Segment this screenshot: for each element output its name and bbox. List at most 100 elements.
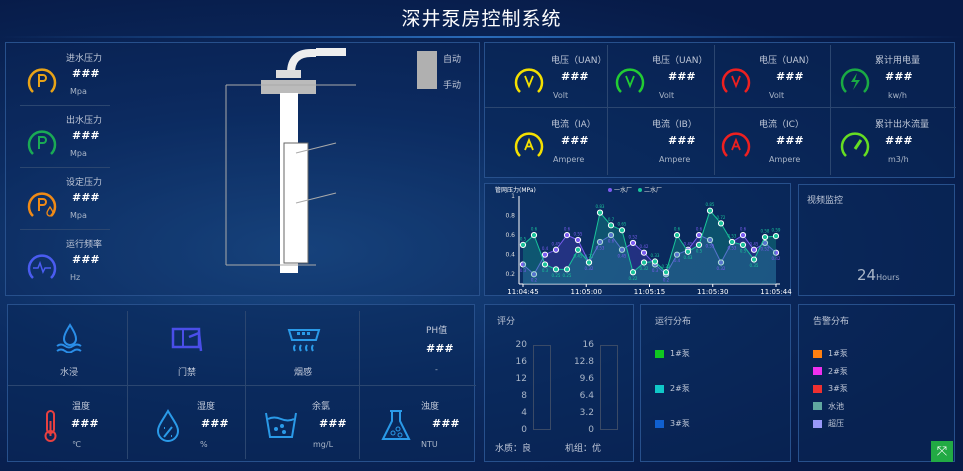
score-tick: 16	[515, 357, 527, 367]
electric-unit: Ampere	[659, 155, 691, 164]
sensor-unit: mg/L	[313, 440, 334, 449]
data-label: 0.45	[552, 241, 561, 246]
legend-label: 2#泵	[828, 366, 848, 376]
legend-label: 1#泵	[670, 349, 690, 358]
data-label: 0.32	[585, 254, 594, 259]
data-label: 0.5	[696, 248, 703, 253]
data-point	[750, 256, 758, 263]
score-tick: 16	[582, 340, 594, 350]
data-label: 0.45	[618, 253, 627, 258]
electric-value: ###	[776, 134, 804, 147]
electric-metric-0: 电压（UAN） ### Volt	[485, 43, 607, 107]
fullscreen-button[interactable]: ⤧	[931, 441, 953, 462]
data-point	[519, 261, 527, 268]
gauge-icon	[27, 254, 57, 279]
y-tick-label: 0.2	[505, 271, 515, 278]
data-label: 0.3	[652, 268, 659, 273]
electric-unit: Volt	[769, 91, 785, 100]
electric-value: ###	[885, 134, 913, 147]
legend-swatch	[813, 419, 822, 428]
mode-switch[interactable]	[417, 51, 437, 89]
data-point	[585, 259, 593, 266]
electric-metric-7: 累计出水流量 ### m3/h	[830, 107, 956, 171]
electric-value: ###	[561, 134, 589, 147]
legend-item: 超压	[813, 418, 844, 429]
score-tick: 6.4	[579, 391, 594, 401]
legend-label: 二水厂	[644, 186, 662, 194]
electric-metric-6: 电流（IC） ### Ampere	[714, 107, 830, 171]
data-point	[629, 239, 637, 247]
legend-swatch	[813, 402, 822, 410]
data-label: 0.45	[574, 253, 583, 258]
gauge-icon	[27, 68, 57, 93]
data-label: 0.33	[651, 253, 660, 258]
legend-label: 超压	[828, 419, 844, 428]
metric-value: ###	[72, 253, 100, 266]
metric-label: 设定压力	[66, 178, 103, 188]
humidity-icon	[156, 409, 180, 442]
legend-label: 2#泵	[670, 384, 690, 393]
sensor-value: ###	[432, 417, 460, 430]
legend-swatch	[813, 349, 822, 358]
data-label: 0.53	[728, 233, 737, 238]
environment-panel: 水浸 门禁 烟感 PH值 ### - 温度 ### ℃ 湿度 ### % 余氯 …	[7, 304, 476, 463]
data-point	[596, 238, 604, 246]
data-label: 0.22	[629, 276, 638, 281]
pump-diagram	[225, 48, 356, 273]
legend-swatch	[655, 384, 664, 393]
water-leak-icon	[56, 323, 82, 353]
metric-label: 进水压力	[66, 54, 103, 64]
data-label: 0.55	[574, 232, 583, 237]
electric-unit: kw/h	[888, 91, 907, 100]
sensor-2: 余氯 ### mg/L	[245, 385, 360, 463]
electric-label: 累计出水流量	[875, 120, 930, 130]
electric-metric-2: 电压（UAN） ### Volt	[714, 43, 830, 107]
electric-unit: Ampere	[553, 155, 585, 164]
data-point	[618, 246, 626, 253]
legend-swatch	[655, 349, 664, 358]
door-access-label: 门禁	[178, 368, 197, 378]
data-label: 0.52	[761, 246, 770, 251]
data-point	[739, 241, 747, 248]
data-point	[717, 220, 725, 227]
data-label: 0.6	[674, 227, 681, 232]
series-area	[523, 210, 776, 284]
mode-manual[interactable]: 手动	[443, 81, 462, 91]
mode-auto[interactable]: 自动	[443, 55, 462, 65]
alarm-dist-title: 告警分布	[813, 317, 850, 327]
video-value: 24	[857, 266, 877, 284]
ph-label: PH值	[426, 326, 448, 336]
data-point	[552, 266, 560, 273]
electric-unit: m3/h	[888, 155, 909, 164]
legend-label: 3#泵	[670, 419, 690, 428]
sensor-0: 温度 ### ℃	[8, 385, 123, 463]
metric-3: 运行频率 ### Hz	[6, 239, 116, 299]
score-tick: 12.8	[573, 357, 594, 367]
data-label: 0.45	[750, 241, 759, 246]
data-point	[640, 249, 648, 256]
gauge-icon	[840, 132, 870, 157]
pressure-chart: 管网压力(MPa) 0.2 0.4 0.6 0.8 1 11:04:45 11:05:00 11…	[495, 186, 792, 296]
data-label: 0.3	[542, 268, 549, 273]
score-tick: 0	[521, 425, 527, 435]
legend-item: 3#泵	[655, 418, 690, 429]
legend-item: 水池	[813, 401, 844, 412]
score-tick: 3.2	[579, 408, 594, 418]
score-title: 评分	[497, 317, 516, 327]
data-point	[728, 238, 736, 246]
data-label: 0.25	[552, 273, 561, 278]
data-label: 0.85	[706, 202, 715, 207]
data-point	[640, 259, 648, 266]
data-label: 0.72	[717, 215, 726, 220]
data-point	[552, 246, 560, 253]
metric-unit: Hz	[70, 273, 81, 282]
data-point	[695, 232, 703, 239]
data-point	[673, 232, 681, 239]
legend-item: 2#泵	[655, 383, 690, 394]
thermometer-icon	[44, 410, 57, 442]
data-label: 0.6	[696, 227, 703, 232]
sensor-label: 余氯	[312, 402, 331, 412]
electric-metric-3: 累计用电量 ### kw/h	[830, 43, 956, 107]
legend-label: 3#泵	[828, 384, 848, 393]
legend-label: 水池	[828, 401, 844, 411]
